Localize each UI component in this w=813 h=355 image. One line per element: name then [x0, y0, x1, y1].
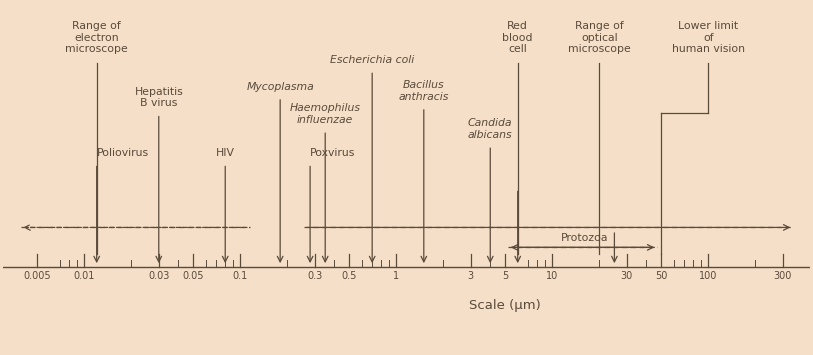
Text: 5: 5: [502, 271, 508, 282]
Text: Range of
electron
microscope: Range of electron microscope: [65, 21, 128, 54]
Text: 0.3: 0.3: [307, 271, 323, 282]
Text: Protozoa: Protozoa: [560, 233, 608, 244]
Text: Hepatitis
B virus: Hepatitis B virus: [134, 87, 183, 108]
Text: 0.5: 0.5: [341, 271, 357, 282]
Text: Poliovirus: Poliovirus: [97, 148, 149, 158]
Text: Scale (μm): Scale (μm): [469, 299, 541, 312]
Text: 0.03: 0.03: [148, 271, 169, 282]
Text: 0.1: 0.1: [233, 271, 248, 282]
Text: 0.05: 0.05: [183, 271, 204, 282]
Text: 0.01: 0.01: [74, 271, 95, 282]
Text: Haemophilus
influenzae: Haemophilus influenzae: [289, 103, 361, 125]
Text: Candida
albicans: Candida albicans: [468, 118, 512, 140]
Text: Red
blood
cell: Red blood cell: [502, 21, 533, 54]
Text: 30: 30: [620, 271, 633, 282]
Text: Lower limit
of
human vision: Lower limit of human vision: [672, 21, 745, 54]
Text: 1: 1: [393, 271, 399, 282]
Text: 10: 10: [546, 271, 559, 282]
Text: Range of
optical
microscope: Range of optical microscope: [568, 21, 631, 54]
Text: 300: 300: [773, 271, 792, 282]
Text: Poxvirus: Poxvirus: [310, 148, 355, 158]
Text: 100: 100: [699, 271, 718, 282]
Text: 50: 50: [655, 271, 667, 282]
Text: Mycoplasma: Mycoplasma: [246, 82, 314, 92]
Text: 0.005: 0.005: [24, 271, 51, 282]
Text: Bacillus
anthracis: Bacillus anthracis: [398, 80, 449, 102]
Text: HIV: HIV: [215, 148, 235, 158]
Text: Escherichia coli: Escherichia coli: [330, 55, 415, 65]
Text: 3: 3: [467, 271, 474, 282]
